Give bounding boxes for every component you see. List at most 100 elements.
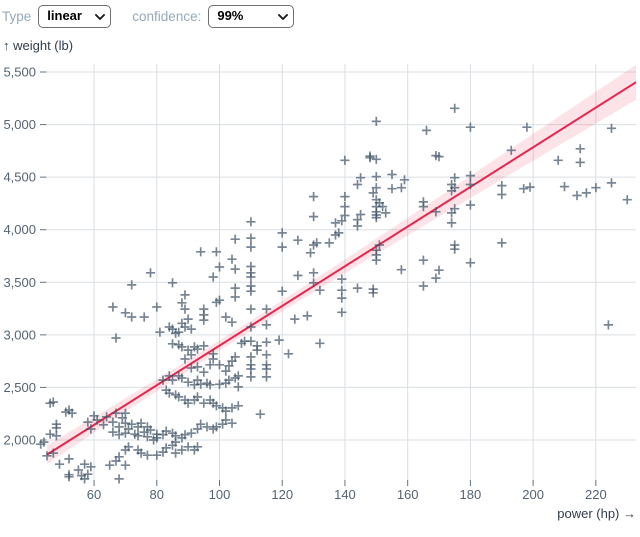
data-point-marker: [277, 228, 287, 238]
data-point-marker: [421, 125, 432, 135]
data-point-marker: [447, 208, 457, 218]
x-tick-label: 120: [271, 487, 293, 502]
data-point-marker: [315, 338, 325, 348]
data-point-marker: [48, 448, 58, 458]
data-point-marker: [133, 431, 143, 441]
type-select[interactable]: linear: [38, 4, 112, 28]
data-point-marker: [221, 312, 231, 322]
data-point-marker: [167, 278, 178, 288]
x-tick-label: 220: [585, 487, 607, 502]
data-point-marker: [396, 265, 406, 275]
data-point-marker: [246, 364, 256, 374]
data-point-marker: [214, 262, 225, 272]
data-point-marker: [465, 171, 475, 181]
data-point-marker: [261, 337, 272, 347]
data-point-marker: [145, 425, 156, 435]
data-point-marker: [161, 426, 171, 436]
data-point-marker: [139, 312, 149, 322]
data-point-marker: [64, 454, 74, 464]
data-point-marker: [152, 302, 162, 312]
data-point-marker: [283, 349, 294, 359]
data-point-marker: [465, 122, 475, 132]
data-point-marker: [177, 445, 187, 455]
data-point-marker: [431, 273, 441, 283]
data-point-marker: [387, 169, 397, 180]
data-point-marker: [105, 460, 115, 470]
data-point-marker: [246, 233, 256, 243]
data-point-marker: [309, 268, 319, 278]
data-point-marker: [236, 338, 247, 348]
data-point-marker: [186, 428, 196, 438]
data-point-marker: [246, 286, 256, 296]
y-tick-label: 2,000: [3, 433, 36, 448]
data-point-marker: [447, 218, 457, 228]
data-point-marker: [246, 217, 256, 227]
data-point-marker: [450, 183, 460, 193]
data-point-marker: [123, 424, 134, 434]
data-point-marker: [356, 173, 366, 183]
data-point-marker: [120, 408, 130, 418]
data-point-marker: [167, 339, 178, 349]
data-point-marker: [221, 415, 231, 425]
data-point-marker: [120, 460, 130, 470]
data-point-marker: [606, 123, 617, 133]
data-point-marker: [111, 333, 121, 343]
data-point-marker: [152, 450, 162, 460]
data-point-marker: [127, 280, 137, 290]
data-point-marker: [277, 286, 287, 296]
data-point-marker: [199, 315, 209, 325]
data-point-marker: [205, 380, 215, 390]
data-point-marker: [192, 392, 203, 402]
data-point-marker: [431, 207, 441, 217]
x-tick-label: 100: [209, 487, 231, 502]
y-tick-label: 5,500: [3, 65, 36, 80]
data-point-marker: [183, 377, 193, 387]
data-point-marker: [86, 424, 96, 434]
data-point-marker: [155, 327, 165, 337]
data-point-marker: [418, 202, 428, 212]
data-point-marker: [352, 179, 363, 190]
confidence-label: confidence:: [132, 8, 202, 24]
data-point-marker: [337, 216, 347, 226]
data-point-marker: [261, 320, 272, 330]
data-point-marker: [161, 443, 171, 453]
y-tick-label: 2,500: [3, 380, 36, 395]
data-point-marker: [525, 182, 535, 192]
x-tick-label: 160: [397, 487, 419, 502]
x-tick-label: 200: [522, 487, 544, 502]
data-point-marker: [136, 448, 146, 458]
data-point-marker: [171, 437, 181, 447]
data-point-marker: [450, 244, 460, 254]
data-point-marker: [192, 424, 203, 434]
data-point-marker: [374, 240, 384, 250]
data-point-marker: [340, 210, 350, 221]
data-point-marker: [186, 363, 196, 373]
data-point-marker: [114, 474, 124, 484]
data-point-marker: [261, 350, 272, 360]
axes: 2,000 2,500 3,000 3,500 4,000 4,500 5,000 5,500…: [3, 65, 606, 503]
type-select-wrap: linear: [38, 4, 112, 28]
data-point-marker: [51, 423, 61, 433]
data-point-marker: [208, 354, 218, 364]
data-point-marker: [174, 392, 184, 402]
data-point-marker: [252, 345, 262, 355]
data-point-marker: [465, 179, 475, 190]
data-point-marker: [591, 183, 601, 193]
data-point-marker: [186, 324, 196, 334]
confidence-select[interactable]: 99%: [208, 4, 295, 28]
data-point-marker: [368, 188, 378, 198]
data-point-marker: [108, 417, 118, 427]
data-point-marker: [174, 327, 184, 337]
data-point-marker: [519, 184, 529, 194]
data-point-marker: [371, 116, 381, 126]
data-point-marker: [371, 172, 381, 182]
x-tick-label: 80: [150, 487, 164, 502]
data-point-marker: [205, 360, 215, 370]
data-point-marker: [352, 283, 363, 293]
data-point-marker: [230, 352, 240, 362]
data-point-marker: [177, 298, 187, 308]
data-point-marker: [221, 366, 231, 376]
data-point-marker: [227, 254, 237, 264]
data-point-marker: [180, 290, 190, 300]
